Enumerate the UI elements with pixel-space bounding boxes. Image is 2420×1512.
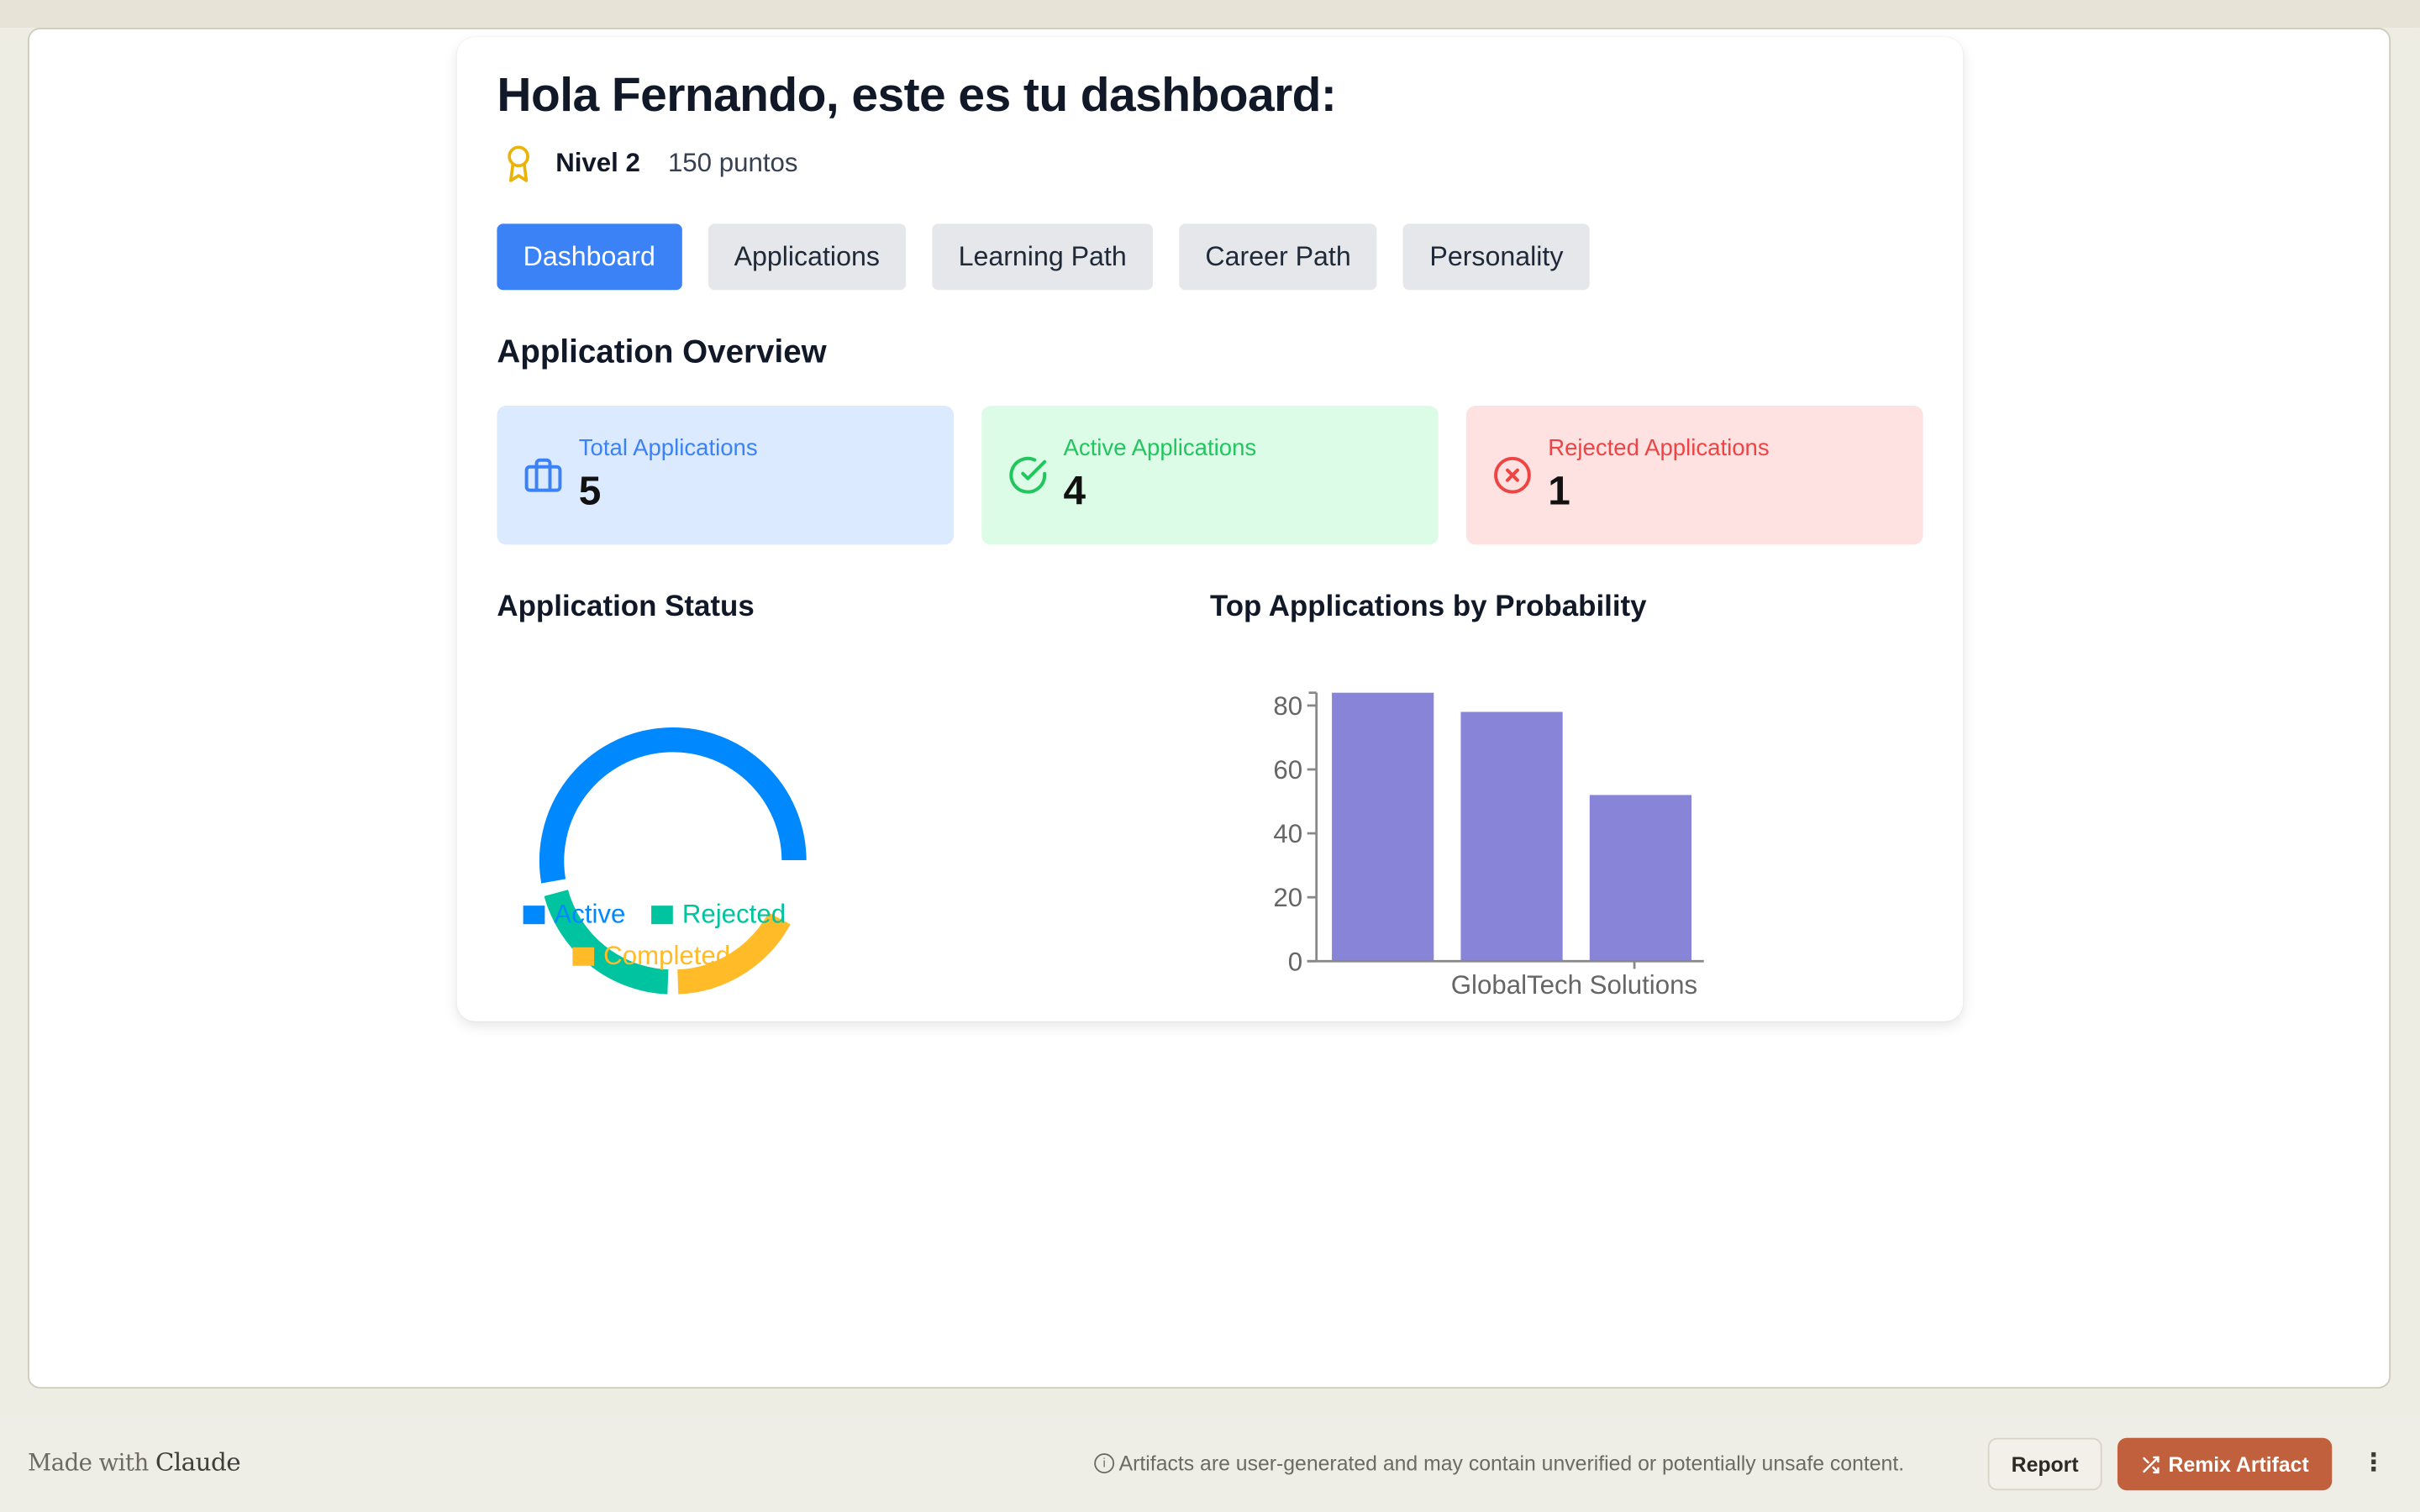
stat-card-rejected: Rejected Applications 1 [1465, 406, 1923, 545]
legend-swatch [651, 906, 673, 925]
bar[interactable] [1460, 711, 1563, 962]
y-tick-label: 80 [1273, 691, 1302, 721]
x-circle-icon [1494, 456, 1531, 494]
stat-label: Active Applications [1063, 434, 1257, 462]
level-label: Nivel 2 [555, 148, 640, 178]
tab-dashboard[interactable]: Dashboard [497, 223, 682, 291]
check-circle-icon [1009, 456, 1047, 494]
shuffle-icon [2143, 1455, 2160, 1473]
legend-swatch [572, 947, 595, 966]
legend-rejected: Rejected [651, 900, 786, 931]
disclaimer-text: Artifacts are user-generated and may con… [1118, 1452, 1905, 1475]
disclaimer: i Artifacts are user-generated and may c… [1094, 1452, 1904, 1475]
made-with-claude[interactable]: Made with Claude [28, 1446, 241, 1477]
briefcase-icon [524, 458, 562, 492]
tab-applications[interactable]: Applications [708, 223, 907, 291]
legend-completed: Completed [572, 941, 730, 972]
award-icon [508, 145, 529, 182]
info-icon: i [1094, 1453, 1115, 1474]
y-tick-label: 60 [1273, 755, 1302, 785]
dashboard-card: Hola Fernando, este es tu dashboard: Niv… [456, 37, 1964, 1021]
stat-card-active: Active Applications 4 [981, 406, 1439, 545]
y-tick-label: 20 [1273, 883, 1302, 912]
legend-label: Completed [603, 941, 731, 971]
top-strip [0, 0, 2420, 29]
overview-heading: Application Overview [497, 334, 827, 370]
tab-bar: Dashboard Applications Learning Path Car… [497, 223, 1590, 291]
level-row: Nivel 2 150 puntos [497, 142, 797, 185]
legend-active: Active [523, 899, 626, 931]
stat-label: Rejected Applications [1548, 434, 1770, 462]
x-tick-label: GlobalTech Solutions [1451, 970, 1697, 1000]
donut-segment-completed[interactable] [676, 910, 793, 996]
made-with-label: Made with [28, 1448, 149, 1477]
bar[interactable] [1332, 692, 1434, 962]
probability-bar-chart: 0 20 40 60 80 GlobalTech Solutions [1273, 691, 1704, 1000]
tab-learning-path[interactable]: Learning Path [932, 223, 1153, 291]
legend-label: Rejected [681, 899, 786, 929]
remix-label: Remix Artifact [2168, 1452, 2309, 1476]
stat-value: 4 [1063, 467, 1086, 514]
legend-swatch [523, 906, 545, 925]
brand-label: Claude [155, 1446, 241, 1477]
probability-chart-title: Top Applications by Probability [1209, 591, 1647, 624]
stat-value: 5 [578, 467, 602, 514]
remix-artifact-button[interactable]: Remix Artifact [2117, 1437, 2333, 1491]
more-options-icon[interactable]: ⋮ [2361, 1450, 2386, 1477]
stat-value: 1 [1548, 467, 1570, 514]
y-tick-label: 40 [1273, 819, 1302, 848]
y-tick-label: 0 [1288, 947, 1302, 976]
status-donut-chart [538, 726, 808, 996]
page-title: Hola Fernando, este es tu dashboard: [497, 67, 1337, 123]
report-button[interactable]: Report [1987, 1437, 2102, 1491]
tab-personality[interactable]: Personality [1403, 223, 1590, 291]
donut-segment-active[interactable] [538, 726, 808, 885]
stat-label: Total Applications [578, 434, 758, 462]
points-label: 150 puntos [667, 148, 798, 178]
legend-label: Active [554, 899, 626, 929]
bar[interactable] [1589, 795, 1692, 962]
donut-segment-rejected[interactable] [542, 888, 671, 996]
stat-card-total: Total Applications 5 [497, 406, 955, 545]
tab-career-path[interactable]: Career Path [1179, 223, 1377, 291]
status-chart-title: Application Status [497, 591, 755, 624]
